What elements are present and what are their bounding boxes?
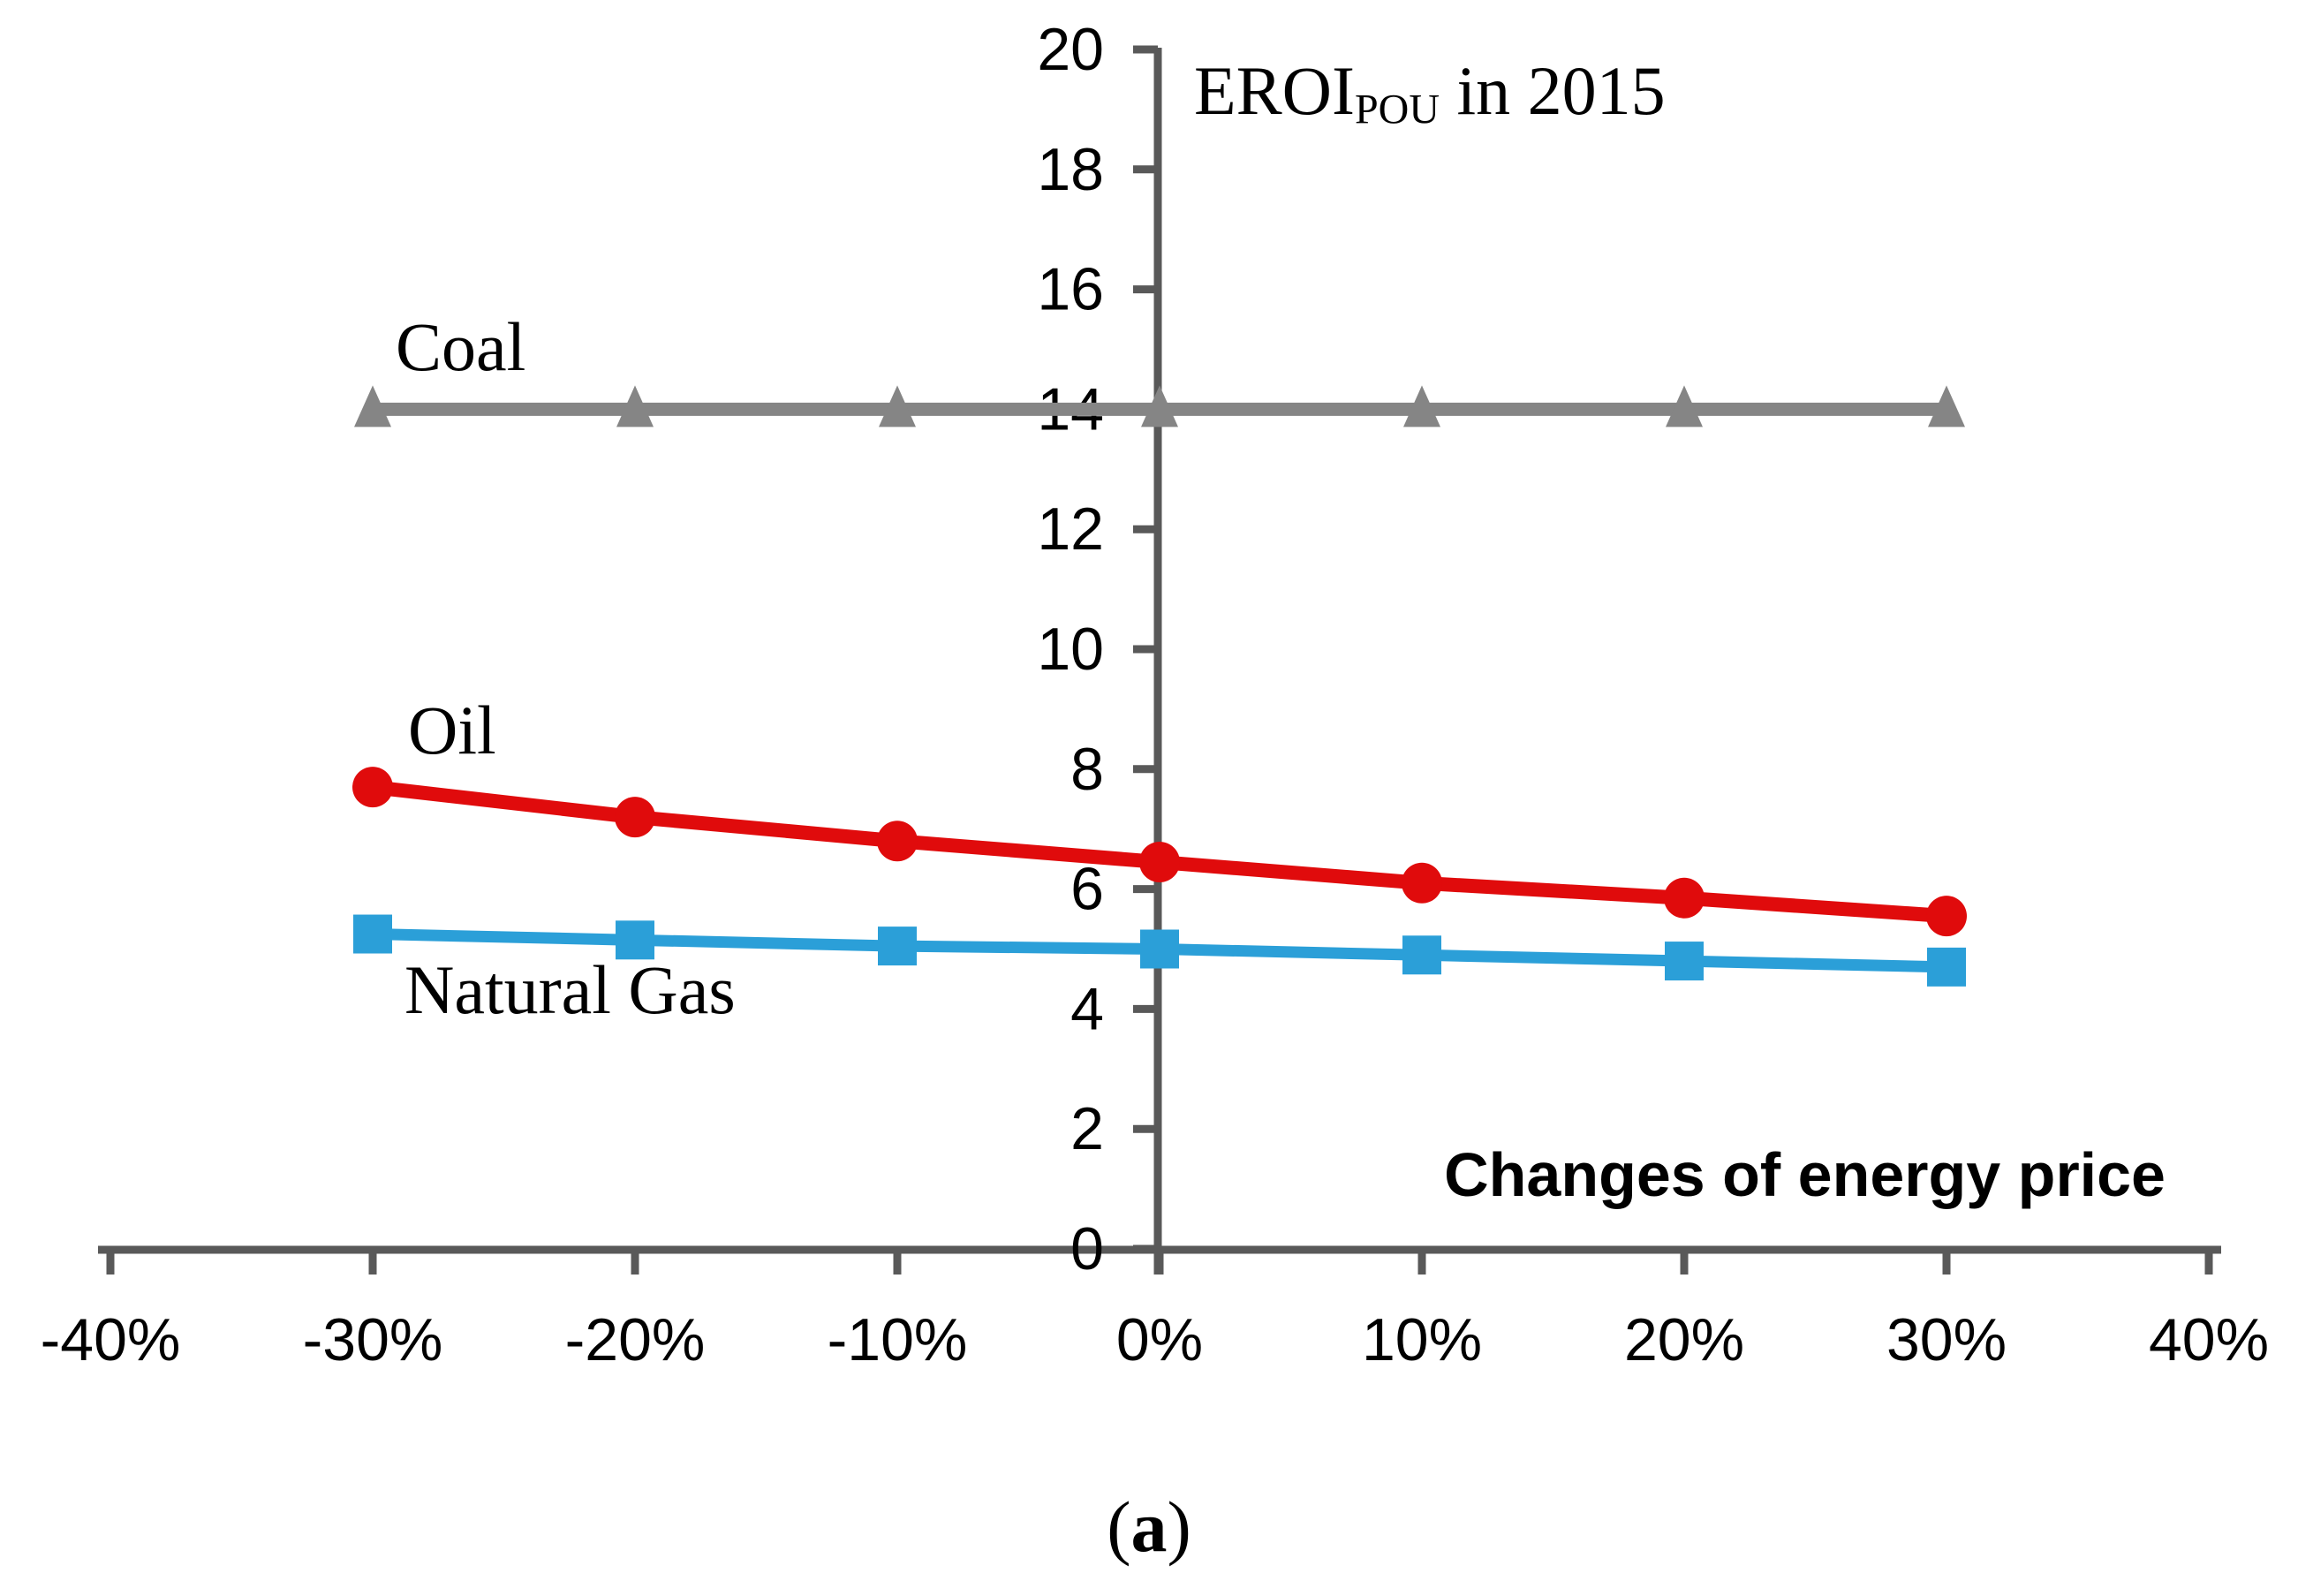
natural-gas-marker xyxy=(1402,935,1441,975)
oil-marker xyxy=(352,767,393,808)
y-tick-label: 20 xyxy=(1037,16,1104,83)
y-tick-label: 18 xyxy=(1037,136,1104,203)
y-tick-label: 2 xyxy=(1070,1095,1104,1162)
panel-label-letter: a xyxy=(1130,1486,1168,1567)
natural-gas-marker xyxy=(878,927,917,966)
chart-title-main: EROI xyxy=(1194,52,1355,129)
chart-title-rest: in 2015 xyxy=(1440,52,1666,129)
natural-gas-marker xyxy=(1140,929,1179,969)
natural-gas-marker xyxy=(616,920,654,960)
coal-marker xyxy=(879,385,916,427)
coal-marker xyxy=(1403,385,1440,427)
y-tick-label: 6 xyxy=(1070,856,1104,923)
oil-marker xyxy=(877,821,918,862)
x-tick-label: 0% xyxy=(1116,1306,1203,1373)
oil-marker xyxy=(1926,896,1967,937)
y-tick-label: 16 xyxy=(1037,256,1104,323)
oil-marker xyxy=(1402,862,1442,904)
coal-marker xyxy=(1141,385,1178,427)
y-tick-label: 8 xyxy=(1070,736,1104,803)
y-tick-label: 10 xyxy=(1037,616,1104,683)
x-tick-label: -10% xyxy=(828,1306,968,1373)
x-tick-label: -20% xyxy=(565,1306,706,1373)
oil-series-label: Oil xyxy=(408,692,496,768)
x-tick-label: 30% xyxy=(1886,1306,2007,1373)
y-tick-label: 12 xyxy=(1037,495,1104,563)
coal-marker xyxy=(1666,385,1703,427)
panel-label-close: ) xyxy=(1167,1486,1191,1567)
oil-marker xyxy=(1139,842,1180,883)
y-tick-label: 4 xyxy=(1070,975,1104,1042)
natural-gas-series-label: Natural Gas xyxy=(404,951,736,1028)
oil-marker xyxy=(615,797,655,838)
panel-label-open: ( xyxy=(1107,1486,1131,1567)
x-tick-label: 20% xyxy=(1624,1306,1744,1373)
oil-marker xyxy=(1664,877,1705,919)
x-tick-label: 10% xyxy=(1362,1306,1482,1373)
chart-title-subscript: POU xyxy=(1354,86,1440,133)
y-tick-label: 0 xyxy=(1070,1215,1104,1282)
natural-gas-marker xyxy=(1927,947,1966,987)
panel-label: (a) xyxy=(0,1486,2298,1569)
x-tick-label: -40% xyxy=(41,1306,181,1373)
coal-marker xyxy=(616,385,654,427)
x-tick-label: 40% xyxy=(2149,1306,2269,1373)
coal-series-label: Coal xyxy=(396,308,526,385)
natural-gas-marker xyxy=(353,914,392,954)
x-tick-label: -30% xyxy=(303,1306,443,1373)
natural-gas-marker xyxy=(1665,942,1704,981)
coal-marker xyxy=(1928,385,1965,427)
chart-title: EROIPOU in 2015 xyxy=(1194,51,1666,131)
coal-marker xyxy=(354,385,391,427)
x-axis-title: Changes of energy price xyxy=(1444,1140,2166,1209)
